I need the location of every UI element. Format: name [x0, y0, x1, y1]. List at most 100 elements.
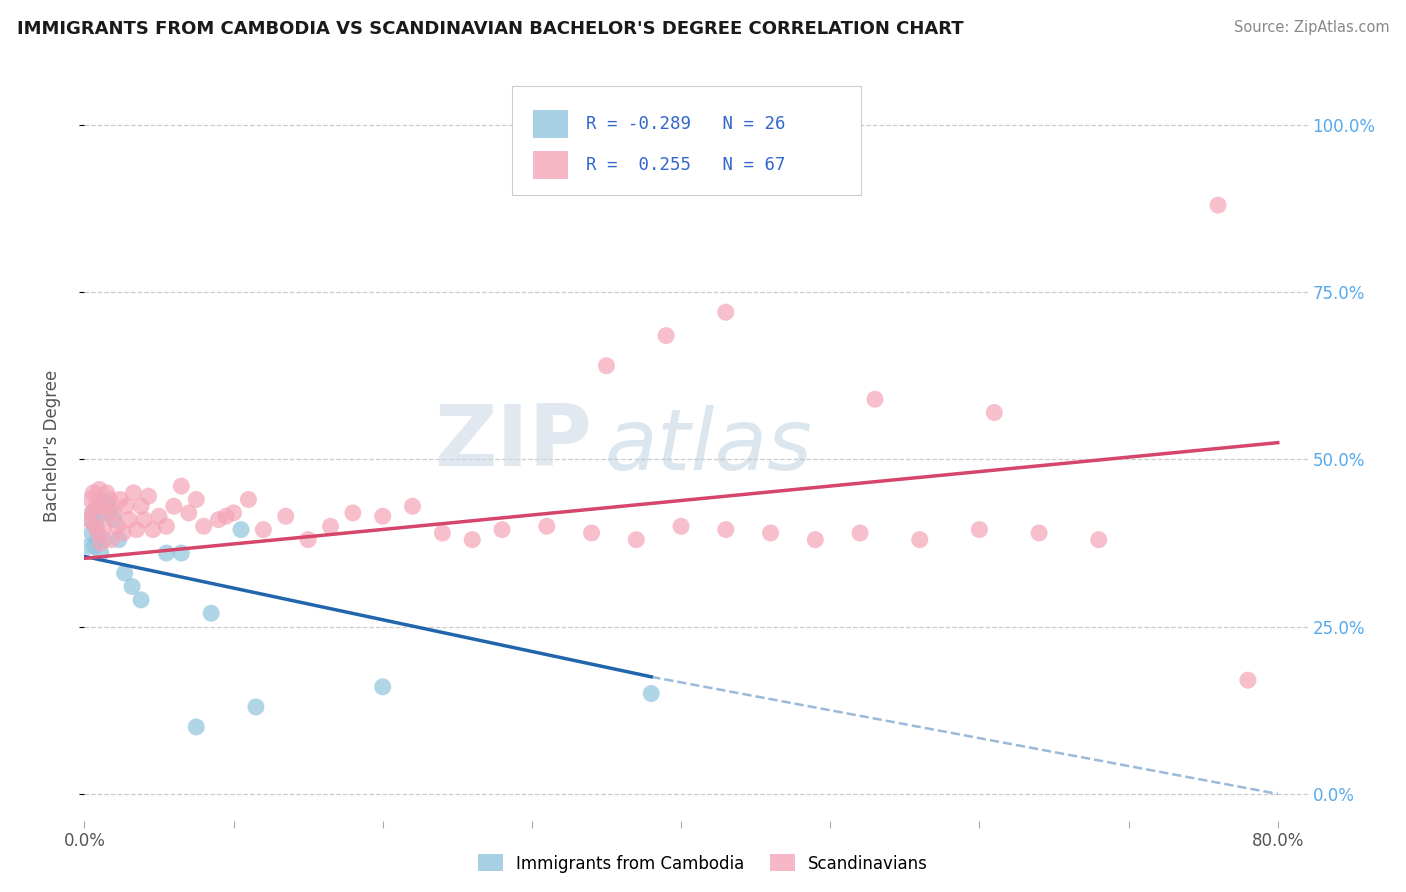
Point — [84, 500, 107, 514]
Point — [669, 519, 692, 533]
Point — [129, 500, 152, 514]
Point — [983, 406, 1005, 420]
Point — [80, 506, 103, 520]
Point — [238, 492, 260, 507]
Point — [536, 519, 558, 533]
Point — [581, 526, 603, 541]
Point — [1087, 533, 1109, 547]
Point — [112, 526, 135, 541]
Point — [274, 509, 297, 524]
Point — [640, 687, 662, 701]
Point — [103, 506, 125, 520]
Point — [186, 720, 208, 734]
Point — [93, 519, 115, 533]
Point — [91, 506, 114, 520]
Point — [132, 512, 155, 526]
Point — [114, 566, 136, 581]
Point — [432, 526, 454, 541]
Point — [91, 500, 114, 514]
Point — [207, 512, 229, 526]
Point — [229, 523, 252, 537]
Legend: Immigrants from Cambodia, Scandinavians: Immigrants from Cambodia, Scandinavians — [471, 847, 935, 880]
Point — [371, 680, 394, 694]
Point — [969, 523, 991, 537]
FancyBboxPatch shape — [533, 110, 568, 138]
Point — [177, 506, 200, 520]
Point — [82, 485, 104, 500]
Point — [121, 580, 143, 594]
Point — [142, 523, 165, 537]
Point — [103, 512, 125, 526]
Point — [115, 500, 138, 514]
Point — [849, 526, 872, 541]
Point — [319, 519, 342, 533]
Point — [138, 489, 160, 503]
Point — [714, 305, 737, 319]
Point — [170, 479, 193, 493]
Point — [155, 519, 177, 533]
Point — [90, 546, 112, 560]
Point — [107, 533, 129, 547]
Point — [222, 506, 245, 520]
Point — [82, 506, 104, 520]
Point — [163, 500, 186, 514]
Point — [193, 519, 215, 533]
Point — [342, 506, 364, 520]
Point — [97, 506, 120, 520]
Point — [80, 526, 103, 541]
Point — [77, 512, 100, 526]
Point — [626, 533, 648, 547]
Point — [83, 519, 105, 533]
FancyBboxPatch shape — [533, 151, 568, 179]
Point — [595, 359, 617, 373]
Point — [90, 536, 112, 550]
Point — [200, 607, 222, 621]
Point — [1206, 198, 1229, 212]
Point — [118, 512, 141, 526]
Point — [84, 519, 107, 533]
FancyBboxPatch shape — [513, 87, 860, 195]
Point — [108, 492, 131, 507]
Point — [461, 533, 484, 547]
Point — [1028, 526, 1050, 541]
Point — [215, 509, 238, 524]
Point — [98, 502, 121, 516]
Text: IMMIGRANTS FROM CAMBODIA VS SCANDINAVIAN BACHELOR'S DEGREE CORRELATION CHART: IMMIGRANTS FROM CAMBODIA VS SCANDINAVIAN… — [17, 20, 963, 37]
Point — [87, 533, 110, 547]
Point — [98, 492, 121, 507]
Point — [89, 492, 111, 507]
Point — [804, 533, 827, 547]
Point — [96, 485, 118, 500]
Text: Source: ZipAtlas.com: Source: ZipAtlas.com — [1233, 20, 1389, 35]
Point — [125, 523, 148, 537]
Point — [908, 533, 931, 547]
Point — [105, 519, 128, 533]
Point — [186, 492, 208, 507]
Point — [100, 533, 122, 547]
Text: atlas: atlas — [605, 404, 813, 488]
Point — [245, 699, 267, 714]
Point — [759, 526, 782, 541]
Point — [122, 485, 145, 500]
Point — [401, 500, 423, 514]
Y-axis label: Bachelor's Degree: Bachelor's Degree — [42, 370, 60, 522]
Point — [1237, 673, 1260, 688]
Point — [297, 533, 319, 547]
Point — [93, 533, 115, 547]
Point — [87, 526, 110, 541]
Text: ZIP: ZIP — [434, 401, 592, 483]
Point — [155, 546, 177, 560]
Text: R =  0.255   N = 67: R = 0.255 N = 67 — [586, 156, 786, 174]
Point — [77, 539, 100, 553]
Point — [714, 523, 737, 537]
Point — [96, 496, 118, 510]
Point — [655, 328, 678, 343]
Point — [79, 512, 101, 526]
Point — [252, 523, 274, 537]
Point — [491, 523, 513, 537]
Point — [371, 509, 394, 524]
Point — [148, 509, 170, 524]
Point — [129, 593, 152, 607]
Text: R = -0.289   N = 26: R = -0.289 N = 26 — [586, 115, 786, 133]
Point — [89, 483, 111, 497]
